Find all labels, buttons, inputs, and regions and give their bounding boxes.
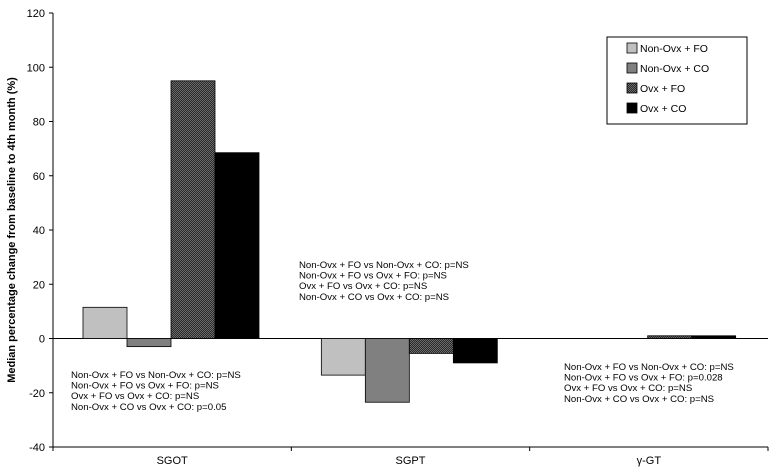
y-tick-label: 0 — [39, 334, 45, 346]
annotation-line: Ovx + FO vs Ovx + CO: p=NS — [299, 281, 427, 292]
annotation-line: Non-Ovx + FO vs Ovx + FO: p=0.028 — [564, 373, 723, 384]
bars — [82, 80, 737, 403]
bar-ovx-fo-0 — [170, 80, 216, 339]
annotation-line: Non-Ovx + FO vs Non-Ovx + CO: p=NS — [299, 260, 469, 271]
legend-label: Ovx + FO — [640, 83, 685, 95]
legend-label: Ovx + CO — [640, 103, 686, 115]
annotation-line: Non-Ovx + CO vs Ovx + CO: p=0.05 — [71, 402, 226, 413]
legend-label: Non-Ovx + FO — [640, 43, 708, 55]
x-tick-label: SGPT — [396, 455, 426, 467]
legend-swatch — [626, 102, 638, 114]
annotation-line: Non-Ovx + FO vs Non-Ovx + CO: p=NS — [71, 370, 241, 381]
annotation-line: Non-Ovx + FO vs Non-Ovx + CO: p=NS — [564, 362, 734, 373]
x-tick-label: γ-GT — [637, 455, 662, 467]
legend: Non-Ovx + FO Non-Ovx + CO Ovx + FO Ovx + CO — [606, 36, 748, 125]
y-axis-label: Median percentage change from baseline t… — [6, 77, 18, 383]
bar-ovx-fo-2 — [647, 335, 693, 339]
legend-label: Non-Ovx + CO — [640, 63, 709, 75]
annotation-line: Non-Ovx + FO vs Ovx + FO: p=NS — [71, 381, 219, 392]
annotation-line: Ovx + FO vs Ovx + CO: p=NS — [71, 391, 199, 402]
annotation-line: Non-Ovx + FO vs Ovx + FO: p=NS — [299, 271, 447, 282]
bar-non-ovx-fo-1 — [320, 338, 366, 376]
annotation-line: Non-Ovx + CO vs Ovx + CO: p=NS — [564, 394, 714, 405]
bar-ovx-co-2 — [691, 335, 737, 339]
annotation-line: Non-Ovx + CO vs Ovx + CO: p=NS — [299, 292, 449, 303]
legend-swatch — [626, 62, 638, 74]
y-tick-label: 20 — [33, 279, 45, 291]
y-axis-label-group: Median percentage change from baseline t… — [6, 77, 18, 383]
y-tick-label: 100 — [27, 62, 45, 74]
bar-non-ovx-fo-0 — [82, 306, 128, 339]
y-tick-label: -40 — [29, 442, 45, 454]
legend-swatch — [626, 42, 638, 54]
legend-swatch — [626, 82, 638, 94]
bar-ovx-co-1 — [452, 338, 498, 364]
y-tick-label: 120 — [27, 8, 45, 20]
annotation-line: Ovx + FO vs Ovx + CO: p=NS — [564, 383, 692, 394]
y-tick-label: 60 — [33, 171, 45, 183]
bar-ovx-fo-1 — [408, 338, 454, 354]
bar-non-ovx-co-0 — [126, 338, 172, 348]
y-tick-label: 40 — [33, 225, 45, 237]
y-tick-label: -20 — [29, 388, 45, 400]
bar-non-ovx-co-1 — [364, 338, 410, 403]
annotations: Non-Ovx + FO vs Non-Ovx + CO: p=NSNon-Ov… — [71, 260, 734, 413]
y-tick-label: 80 — [33, 117, 45, 129]
x-tick-label: SGOT — [157, 455, 188, 467]
bar-ovx-co-0 — [214, 152, 260, 339]
